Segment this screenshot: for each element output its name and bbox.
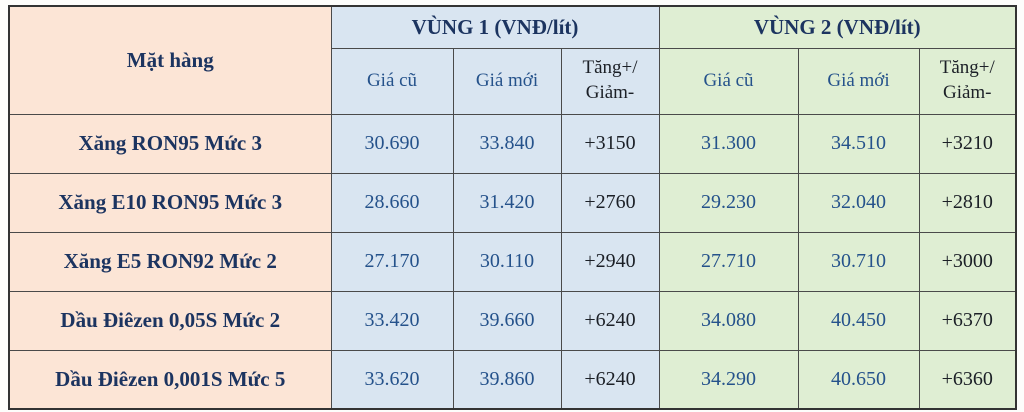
region1-change-header: Tăng+/ Giảm- (560, 47, 660, 115)
product-name: Xăng E10 RON95 Mức 3 (8, 172, 332, 233)
region2-old-price: 34.080 (658, 290, 799, 351)
region2-new-price: 34.510 (797, 113, 920, 174)
region2-old-price: 29.230 (658, 172, 799, 233)
region1-price-change: +3150 (560, 113, 660, 174)
region2-price-change: +2810 (918, 172, 1017, 233)
region2-price-change: +3000 (918, 231, 1017, 292)
region2-new-price: 40.450 (797, 290, 920, 351)
product-name: Xăng E5 RON92 Mức 2 (8, 231, 332, 292)
group-header-row: Mặt hàng VÙNG 1 (VNĐ/lít) VÙNG 2 (VNĐ/lí… (8, 5, 1017, 115)
region2-new-price: 32.040 (797, 172, 920, 233)
region2-new-price-header: Giá mới (797, 47, 920, 115)
region1-old-price: 28.660 (330, 172, 454, 233)
region1-price-change: +6240 (560, 349, 660, 410)
region1-old-price: 27.170 (330, 231, 454, 292)
region1-new-price: 33.840 (452, 113, 562, 174)
fuel-price-table: Mặt hàng VÙNG 1 (VNĐ/lít) VÙNG 2 (VNĐ/lí… (8, 5, 1017, 410)
region1-old-price: 33.620 (330, 349, 454, 410)
region1-price-change: +2760 (560, 172, 660, 233)
table-row: Xăng E5 RON92 Mức 2 27.170 30.110 +2940 … (8, 231, 1017, 292)
region2-price-change: +6360 (918, 349, 1017, 410)
region1-old-price: 33.420 (330, 290, 454, 351)
region2-old-price-header: Giá cũ (658, 47, 799, 115)
region2-price-change: +3210 (918, 113, 1017, 174)
region2-change-header: Tăng+/ Giảm- (918, 47, 1017, 115)
region1-new-price: 39.660 (452, 290, 562, 351)
region2-old-price: 27.710 (658, 231, 799, 292)
sub-header-row: Giá cũ Giá mới Tăng+/ Giảm- Giá cũ Giá m… (9, 47, 1017, 115)
region1-old-price-header: Giá cũ (330, 47, 454, 115)
product-name: Dầu Điêzen 0,05S Mức 2 (8, 290, 332, 351)
region-2-header: VÙNG 2 (VNĐ/lít) (658, 5, 1017, 49)
region1-new-price: 31.420 (452, 172, 562, 233)
product-name: Dầu Điêzen 0,001S Mức 5 (8, 349, 332, 410)
table-row: Dầu Điêzen 0,001S Mức 5 33.620 39.860 +6… (8, 349, 1017, 410)
region-1-header: VÙNG 1 (VNĐ/lít) (330, 5, 660, 49)
region2-old-price: 31.300 (658, 113, 799, 174)
table-row: Xăng RON95 Mức 3 30.690 33.840 +3150 31.… (8, 113, 1017, 174)
product-column-header: Mặt hàng (8, 5, 332, 115)
region2-new-price: 30.710 (797, 231, 920, 292)
region1-old-price: 30.690 (330, 113, 454, 174)
product-name: Xăng RON95 Mức 3 (8, 113, 332, 174)
region1-new-price-header: Giá mới (452, 47, 562, 115)
region1-price-change: +2940 (560, 231, 660, 292)
region2-price-change: +6370 (918, 290, 1017, 351)
region1-new-price: 30.110 (452, 231, 562, 292)
region2-old-price: 34.290 (658, 349, 799, 410)
region1-price-change: +6240 (560, 290, 660, 351)
table-row: Dầu Điêzen 0,05S Mức 2 33.420 39.660 +62… (8, 290, 1017, 351)
region2-new-price: 40.650 (797, 349, 920, 410)
table-row: Xăng E10 RON95 Mức 3 28.660 31.420 +2760… (8, 172, 1017, 233)
region1-new-price: 39.860 (452, 349, 562, 410)
